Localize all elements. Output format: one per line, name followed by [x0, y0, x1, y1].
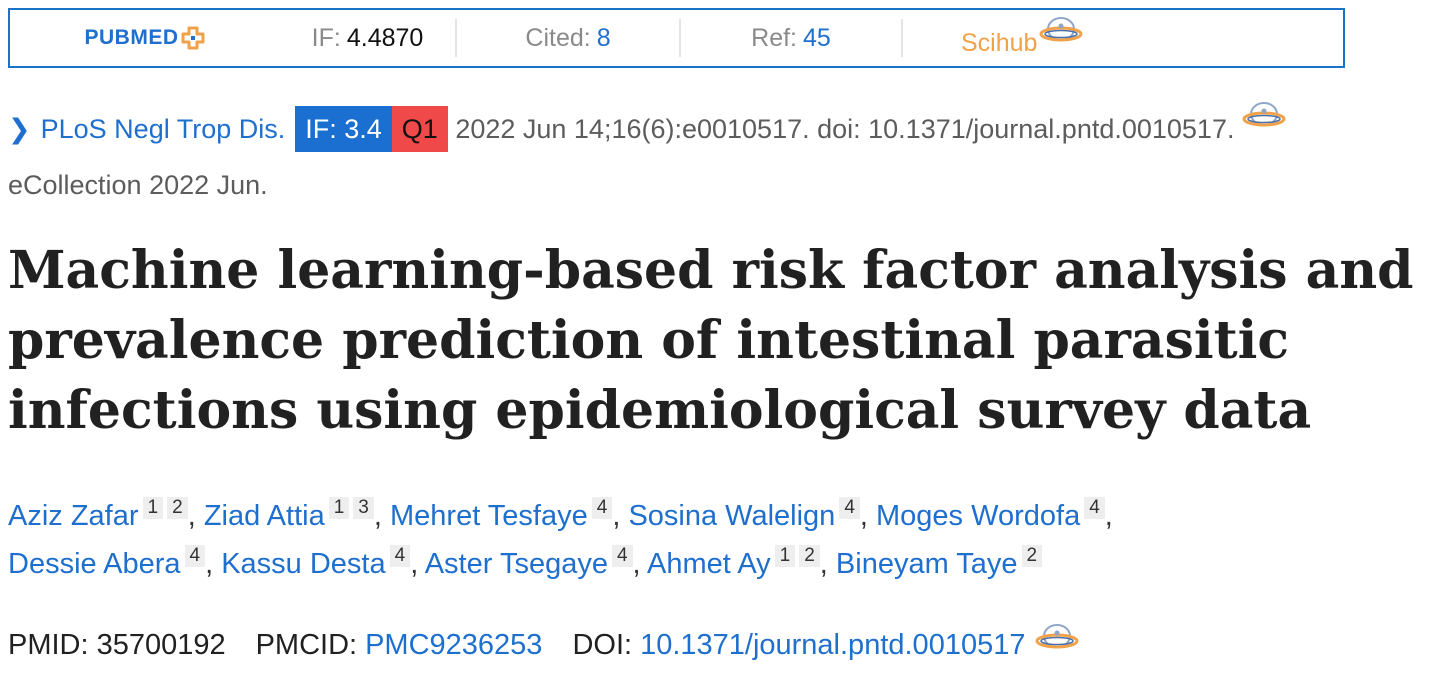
quartile-badge: Q1 — [391, 106, 448, 152]
scihub-link[interactable]: Scihub — [961, 28, 1038, 57]
author-link[interactable]: Aster Tsegaye — [424, 548, 608, 580]
article-identifiers: PMID: 35700192 PMCID: PMC9236253 DOI: 10… — [8, 620, 1428, 670]
extension-summary-bar: PUBMED IF: 4.4870 Cited: 8 Ref: 45 Scihu… — [8, 8, 1345, 68]
chevron-right-icon[interactable]: ❯ — [8, 114, 31, 144]
author-link[interactable]: Ziad Attia — [203, 500, 325, 532]
affiliation-badge[interactable]: 3 — [353, 497, 374, 519]
author-link[interactable]: Bineyam Taye — [835, 548, 1018, 580]
ecollection-date: eCollection 2022 Jun. — [8, 170, 268, 200]
pmcid-label: PMCID: — [255, 629, 358, 661]
affiliation-badge[interactable]: 1 — [142, 497, 164, 519]
affiliation-badge[interactable]: 2 — [799, 545, 820, 567]
affiliation-badge[interactable]: 4 — [184, 545, 206, 567]
citation-line: ❯ PLoS Negl Trop Dis. IF: 3.4 Q1 2022 Jun 1… — [8, 100, 1448, 213]
affiliation-badge[interactable]: 2 — [167, 497, 188, 519]
affiliation-badge[interactable]: 4 — [839, 497, 860, 519]
pubmed-logo-cell[interactable]: PUBMED — [10, 19, 280, 57]
doi-link[interactable]: 10.1371/journal.pntd.0010517 — [640, 629, 1026, 661]
scihub-icon[interactable] — [1039, 15, 1083, 47]
author-link[interactable]: Ahmet Ay — [647, 548, 771, 580]
cited-cell[interactable]: Cited: 8 — [457, 19, 681, 57]
cited-count-link[interactable]: 8 — [596, 23, 611, 52]
affiliation-badge[interactable]: 4 — [1084, 497, 1105, 519]
references-count-link[interactable]: 45 — [803, 23, 831, 52]
scihub-cell[interactable]: Scihub — [903, 17, 1146, 57]
pmid-value: 35700192 — [96, 629, 226, 661]
references-cell[interactable]: Ref: 45 — [681, 19, 903, 57]
citation-details: 2022 Jun 14;16(6):e0010517. doi: 10.1371… — [455, 114, 1235, 144]
references-label: Ref: — [751, 23, 798, 52]
pmcid-link[interactable]: PMC9236253 — [365, 629, 543, 661]
author-link[interactable]: Moges Wordofa — [876, 500, 1081, 532]
impact-factor-value: 4.4870 — [346, 23, 424, 52]
scihub-icon[interactable] — [1035, 622, 1079, 654]
affiliation-badge[interactable]: 2 — [1021, 545, 1043, 567]
plus-icon — [181, 26, 204, 50]
author-link[interactable]: Sosina Walelign — [628, 500, 836, 532]
affiliation-badge[interactable]: 4 — [591, 497, 613, 519]
pmid-label: PMID: — [8, 629, 89, 661]
affiliation-badge[interactable]: 1 — [328, 497, 350, 519]
author-list: Aziz Zafar 1 2, Ziad Attia 1 3, Mehret Tesfa… — [8, 497, 1113, 580]
impact-factor-label: IF: — [311, 23, 341, 52]
author-link[interactable]: Kassu Desta — [221, 548, 386, 580]
affiliation-badge[interactable]: 1 — [774, 545, 796, 567]
article-title: Machine learning-based risk factor analy… — [8, 240, 1414, 441]
affiliation-badge[interactable]: 4 — [611, 545, 633, 567]
journal-link[interactable]: PLoS Negl Trop Dis. — [40, 114, 286, 144]
impact-factor-badge: IF: 3.4 — [295, 106, 392, 152]
scihub-icon[interactable] — [1242, 100, 1286, 132]
author-link[interactable]: Dessie Abera — [8, 548, 181, 580]
cited-label: Cited: — [525, 23, 591, 52]
pubmed-logo[interactable]: PUBMED — [84, 25, 205, 51]
doi-label: DOI: — [572, 629, 633, 661]
affiliation-badge[interactable]: 4 — [389, 545, 411, 567]
author-link[interactable]: Aziz Zafar — [8, 500, 139, 532]
pubmed-logo-text: PUBMED — [84, 26, 179, 49]
author-link[interactable]: Mehret Tesfaye — [390, 500, 588, 532]
impact-factor-cell: IF: 4.4870 — [280, 19, 457, 57]
